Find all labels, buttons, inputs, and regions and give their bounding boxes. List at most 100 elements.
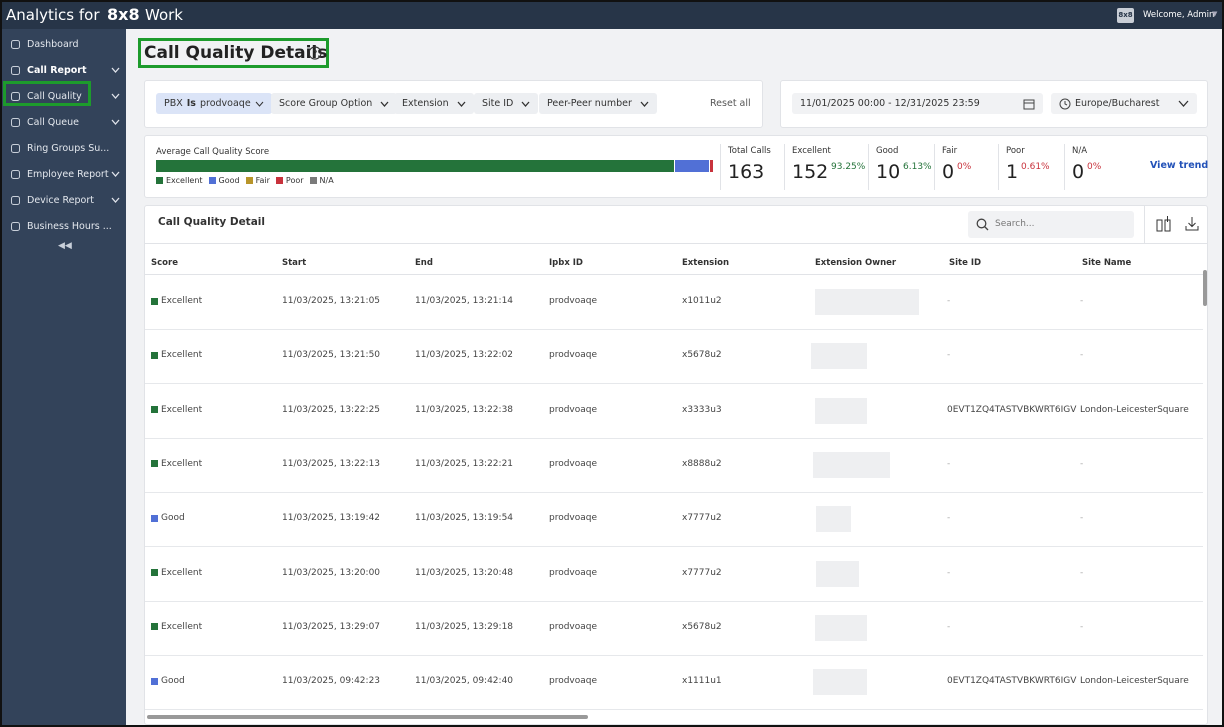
cell: 11/03/2025, 13:22:13 bbox=[282, 458, 381, 469]
row-divider bbox=[145, 709, 1203, 711]
score-segment bbox=[709, 160, 713, 172]
score-text: Excellent bbox=[161, 458, 203, 469]
filter-label: Score Group Option bbox=[279, 98, 373, 109]
divider bbox=[998, 144, 999, 190]
legend-swatch bbox=[309, 177, 317, 184]
chevron bbox=[111, 171, 120, 177]
chevron bbox=[521, 101, 530, 107]
score-bar bbox=[156, 160, 713, 172]
cell: 11/03/2025, 13:21:14 bbox=[415, 296, 514, 306]
nav-icon bbox=[11, 92, 20, 101]
nav-icon bbox=[11, 40, 20, 49]
filter-chip[interactable]: Site ID bbox=[474, 93, 539, 114]
highlight-box bbox=[138, 38, 329, 68]
page-title: Call Quality Details bbox=[144, 43, 328, 63]
chevron bbox=[1178, 100, 1189, 107]
nav-label: Call Queue bbox=[27, 116, 79, 128]
score-text: Excellent bbox=[161, 404, 203, 415]
stat-label: N/A bbox=[1072, 146, 1088, 156]
column-header: Ipbx ID bbox=[549, 258, 583, 268]
chevron bbox=[640, 101, 649, 107]
cell: 11/03/2025, 09:42:40 bbox=[415, 676, 514, 687]
chevron bbox=[111, 119, 120, 125]
cell: x5678u2 bbox=[682, 621, 722, 632]
chevron bbox=[111, 67, 120, 73]
timezone-text: Europe/Bucharest bbox=[1075, 98, 1160, 109]
user-name[interactable]: Welcome, Admin bbox=[1143, 10, 1215, 20]
nav-item[interactable]: Call Queue bbox=[2, 110, 126, 134]
reset-button[interactable]: Reset all bbox=[710, 98, 751, 109]
stat-label: Excellent bbox=[792, 146, 831, 156]
nav-item[interactable]: Call Quality bbox=[2, 84, 126, 108]
column-header: Site Name bbox=[1082, 258, 1132, 268]
cell: - bbox=[1080, 296, 1084, 306]
divider bbox=[720, 144, 721, 190]
legend-item: Good bbox=[208, 176, 240, 185]
filter-chip[interactable]: Peer-Peer number bbox=[539, 93, 657, 114]
stat-percent: 0% bbox=[957, 162, 972, 172]
view-trend-link[interactable]: View trend bbox=[1150, 160, 1209, 171]
chevron bbox=[380, 101, 389, 107]
cell: London-LeicesterSquare bbox=[1080, 404, 1189, 415]
stat-percent: 0% bbox=[1087, 162, 1102, 172]
search-box[interactable]: Search... bbox=[968, 211, 1134, 238]
row-divider bbox=[145, 654, 1203, 656]
download-button[interactable] bbox=[1184, 216, 1200, 232]
score-label: Average Call Quality Score bbox=[156, 147, 270, 157]
nav-icon bbox=[11, 144, 20, 153]
vertical-scrollbar[interactable] bbox=[1203, 270, 1207, 306]
columns-button[interactable] bbox=[1156, 216, 1172, 232]
cell: prodvoaqe bbox=[549, 676, 598, 687]
calendar-icon bbox=[1023, 99, 1035, 109]
divider bbox=[934, 144, 935, 190]
help-icon[interactable]: ? bbox=[308, 46, 322, 60]
legend-label: N/A bbox=[319, 176, 334, 185]
user-menu-caret[interactable]: ▼ bbox=[1212, 10, 1218, 18]
nav-icon bbox=[11, 66, 20, 75]
date-range[interactable]: 11/01/2025 00:00 - 12/31/2025 23:59 bbox=[792, 93, 1043, 114]
score-cell: Excellent bbox=[151, 459, 202, 469]
score-swatch bbox=[151, 677, 158, 685]
brand-suffix: Work bbox=[145, 6, 183, 24]
pbx-filter[interactable]: PBX Is prodvoaqe bbox=[156, 93, 272, 114]
filter-label: Peer-Peer number bbox=[547, 98, 632, 109]
legend-swatch bbox=[156, 177, 163, 184]
collapse-button[interactable]: ◀◀ bbox=[58, 241, 72, 251]
score-swatch bbox=[151, 351, 158, 359]
score-cell: Excellent bbox=[151, 622, 202, 632]
filter-field: PBX bbox=[164, 98, 183, 109]
redacted-owner bbox=[815, 614, 867, 641]
stat-label: Fair bbox=[942, 146, 958, 156]
score-text: Excellent bbox=[161, 296, 203, 306]
nav-item[interactable]: Dashboard bbox=[2, 32, 126, 56]
timezone[interactable]: Europe/Bucharest bbox=[1051, 93, 1197, 114]
nav-item[interactable]: Call Report bbox=[2, 58, 126, 82]
stat-value: 163 bbox=[728, 161, 765, 183]
nav-item[interactable]: Employee Report bbox=[2, 162, 126, 186]
cell: 11/03/2025, 13:22:25 bbox=[282, 404, 381, 415]
score-cell: Excellent bbox=[151, 296, 202, 306]
stat-label: Total Calls bbox=[728, 146, 771, 156]
nav-item[interactable]: Ring Groups Su... bbox=[2, 136, 126, 160]
cell: 11/03/2025, 13:21:05 bbox=[282, 296, 381, 306]
horizontal-scrollbar[interactable] bbox=[147, 715, 588, 719]
search-placeholder: Search... bbox=[995, 219, 1035, 229]
cell: - bbox=[947, 350, 951, 361]
filter-value: prodvoaqe bbox=[199, 98, 251, 109]
nav-item[interactable]: Device Report bbox=[2, 188, 126, 212]
stat-value: 152 bbox=[792, 161, 829, 183]
cell: prodvoaqe bbox=[549, 458, 598, 469]
svg-text:?: ? bbox=[313, 50, 318, 60]
highlight-box bbox=[3, 81, 91, 106]
avatar[interactable]: 8x8 bbox=[1117, 8, 1134, 23]
divider bbox=[1064, 144, 1065, 190]
nav-item[interactable]: Business Hours ... bbox=[2, 214, 126, 238]
stat-value: 0 bbox=[942, 161, 955, 183]
filter-chip[interactable]: Extension bbox=[394, 93, 474, 114]
chevron bbox=[111, 197, 120, 203]
nav-label: Business Hours ... bbox=[27, 220, 112, 232]
cell: London-LeicesterSquare bbox=[1080, 676, 1189, 687]
row-divider bbox=[145, 329, 1203, 330]
filter-chip[interactable]: Score Group Option bbox=[271, 93, 398, 114]
